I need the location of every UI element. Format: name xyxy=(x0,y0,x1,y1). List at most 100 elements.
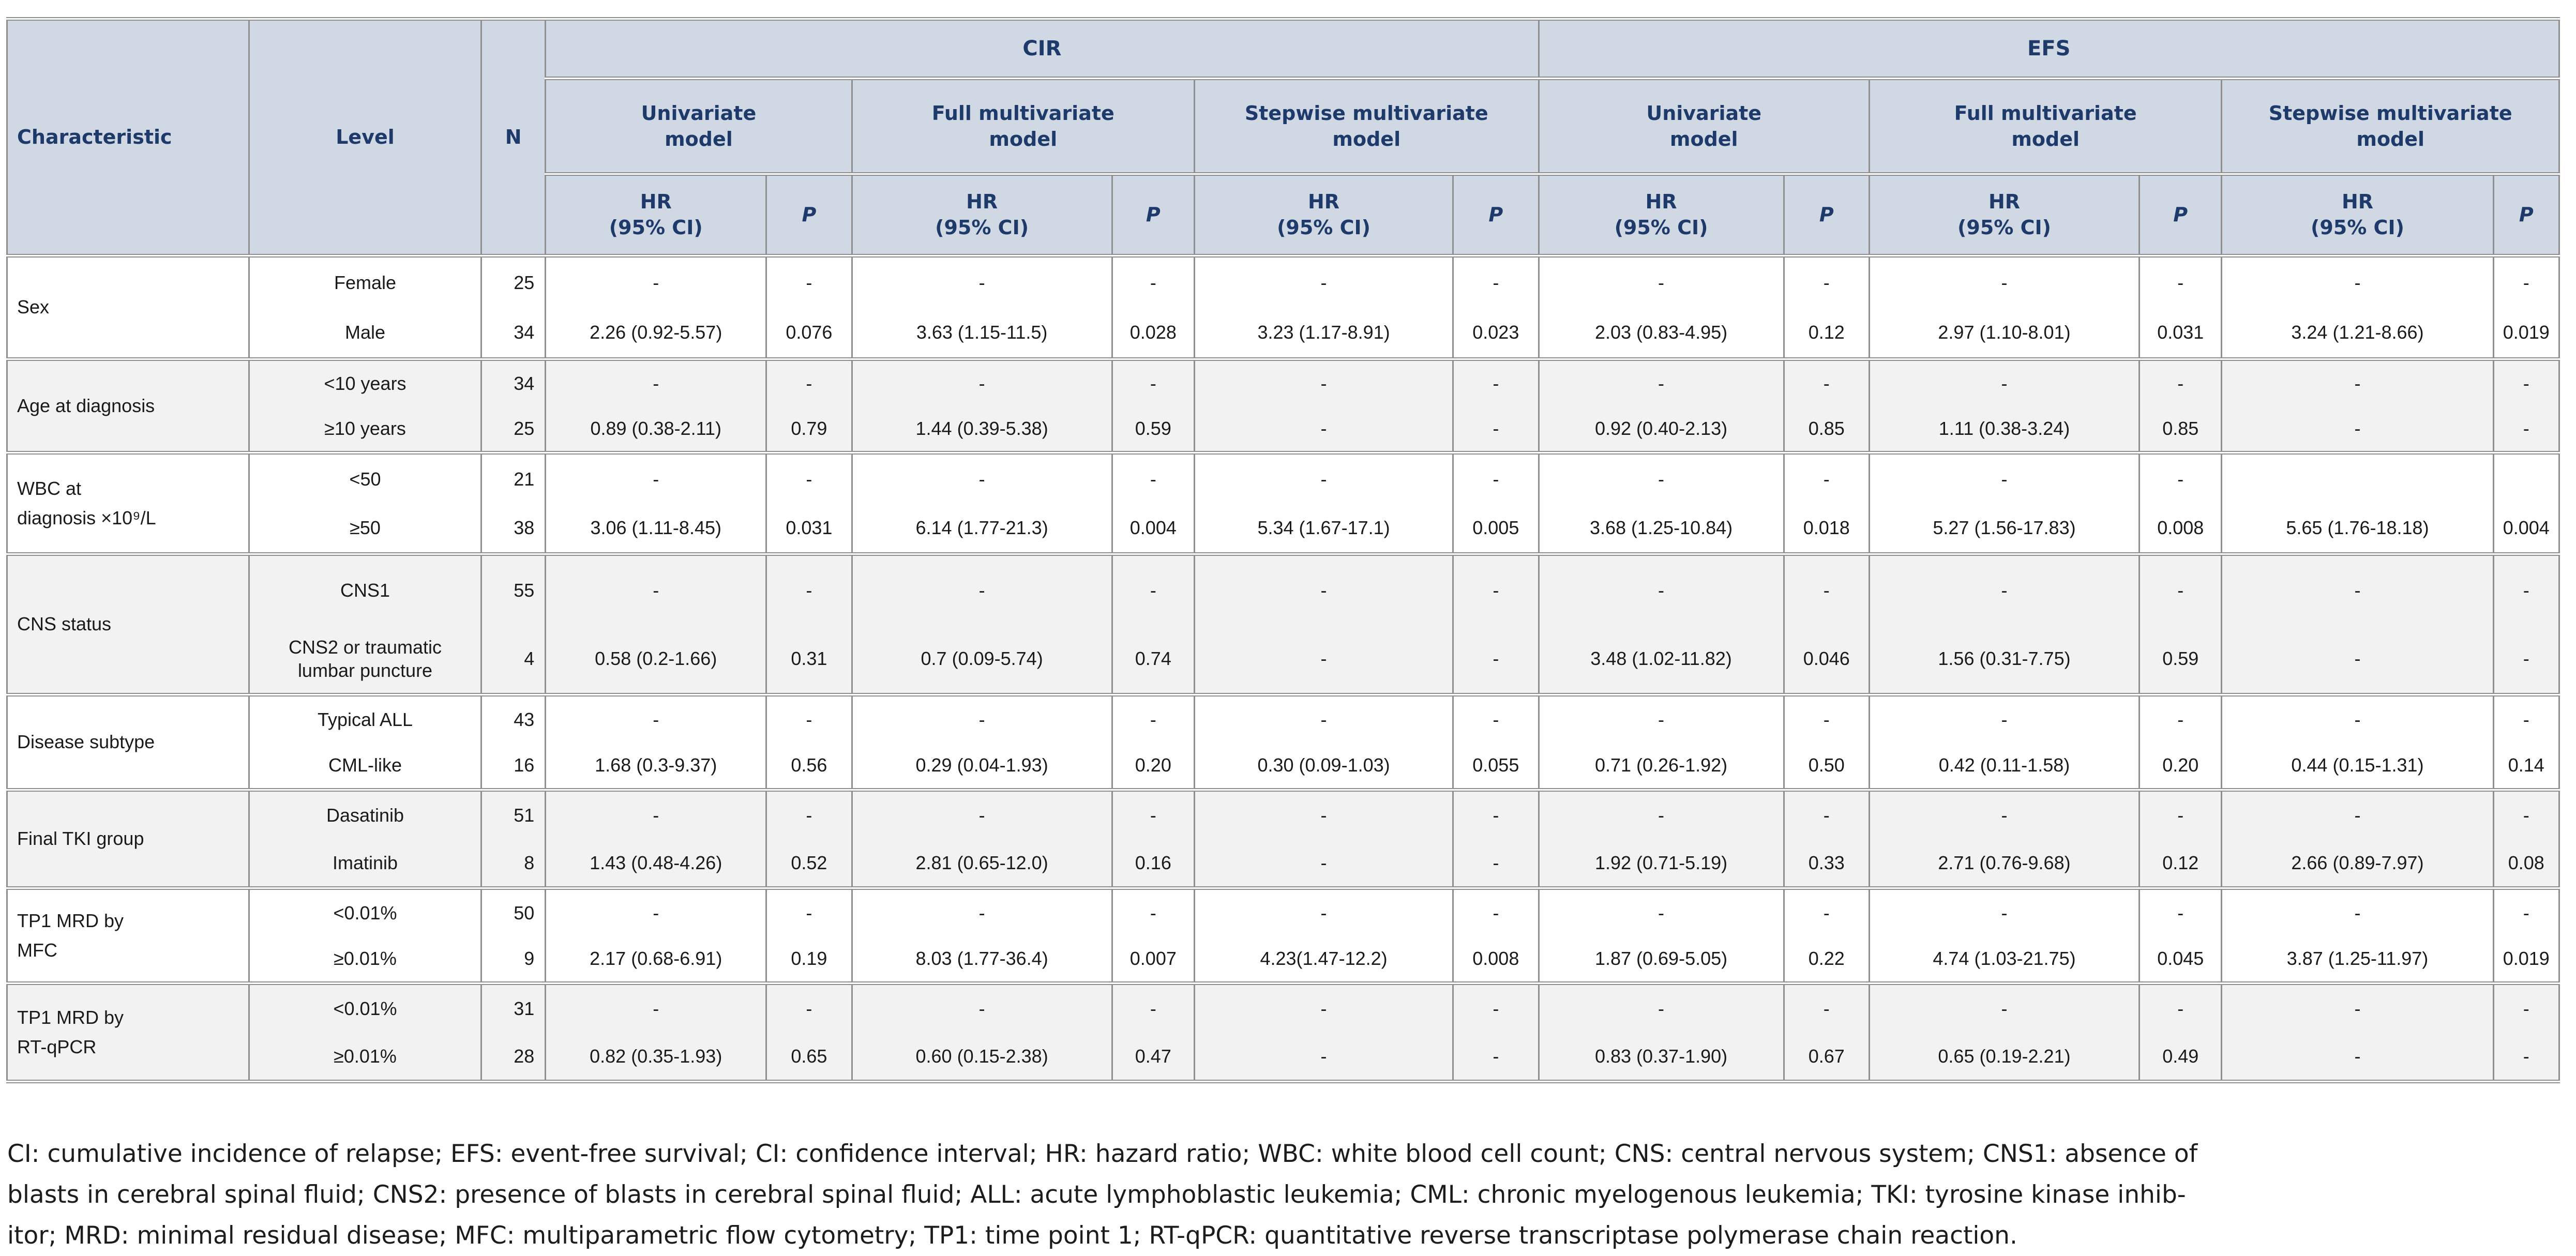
table-cell: - 2.71 (0.76-9.68) xyxy=(1868,788,2141,890)
table-cell: - 0.20 xyxy=(2138,693,2223,792)
table-cell: - 0.019 xyxy=(2492,254,2560,361)
header-hr: HR (95% CI) xyxy=(2221,172,2494,258)
table-cell: -- xyxy=(1193,788,1454,890)
table-cell: - 0.055 xyxy=(1452,693,1540,792)
n-value: 34 xyxy=(514,373,535,394)
p-value: - xyxy=(2177,468,2184,490)
table-cell: 43 16 xyxy=(480,693,547,792)
model-name: Stepwise multivariate xyxy=(1244,101,1488,125)
hr-value: 2.26 (0.92-5.57) xyxy=(590,322,722,343)
hr-value: - xyxy=(1320,271,1327,293)
characteristic-cell: Age at diagnosis xyxy=(6,357,250,455)
table-cell: - 0.29 (0.04-1.93) xyxy=(851,693,1113,792)
level-value: CNS2 or traumatic lumbar puncture xyxy=(288,636,442,681)
hr-value: 1.87 (0.69-5.05) xyxy=(1594,948,1728,970)
table-cell: - 2.97 (1.10-8.01) xyxy=(1868,254,2141,361)
table-cell: - 0.12 xyxy=(2138,788,2223,890)
characteristic-cell: TP1 MRD by MFC xyxy=(6,886,250,985)
table-cell: - 0.019 xyxy=(2492,886,2560,985)
hr-value: - xyxy=(653,373,659,394)
hr-value: 5.27 (1.56-17.83) xyxy=(1933,517,2076,539)
model-word: model xyxy=(1332,128,1401,150)
table-cell: - 0.018 xyxy=(1783,451,1870,556)
table-cell: - 2.81 (0.65-12.0) xyxy=(851,788,1113,890)
characteristic-label: TP1 MRD by xyxy=(17,910,124,931)
table-cell: - 5.34 (1.67-17.1) xyxy=(1193,451,1454,556)
table-cell: - 0.47 xyxy=(1111,981,1196,1083)
hr-value: - xyxy=(1320,648,1327,670)
n-value: 25 xyxy=(514,418,535,439)
header-model-cir-full: Full multivariate model xyxy=(851,77,1196,176)
table-cell: - 3.68 (1.25-10.84) xyxy=(1538,451,1785,556)
header-level: Level xyxy=(248,17,482,258)
characteristic-label: Sex xyxy=(17,296,50,318)
p-value: 0.79 xyxy=(791,418,827,439)
p-value: 0.31 xyxy=(791,648,827,670)
p-value: 0.018 xyxy=(1803,517,1850,539)
p-value: 0.22 xyxy=(1808,948,1845,970)
hr-value: 5.65 (1.76-18.18) xyxy=(2286,517,2429,539)
p-value: - xyxy=(2523,648,2529,670)
p-value: - xyxy=(2177,902,2184,924)
table-cell: - 3.63 (1.15-11.5) xyxy=(851,254,1113,361)
n-value: 21 xyxy=(514,468,535,490)
level-value: Dasatinib xyxy=(326,805,404,826)
hr-value: - xyxy=(2354,998,2361,1020)
hr-value: - xyxy=(1320,852,1327,873)
hr-value: - xyxy=(1320,579,1327,601)
hr-value: - xyxy=(978,271,985,293)
table-cell: -- xyxy=(1452,981,1540,1083)
footnote-line: itor; MRD: minimal residual disease; MFC… xyxy=(7,1221,2017,1250)
table-cell: - 1.44 (0.39-5.38) xyxy=(851,357,1113,455)
table-cell: - 1.68 (0.3-9.37) xyxy=(545,693,767,792)
p-value: 0.046 xyxy=(1803,648,1850,670)
p-value: - xyxy=(1493,852,1499,873)
table-cell: Typical ALL CML-like xyxy=(248,693,482,792)
level-value: ≥10 years xyxy=(324,418,406,439)
header-group-efs: EFS xyxy=(1538,17,2560,80)
hr-value: - xyxy=(2354,648,2361,670)
level-value: ≥0.01% xyxy=(334,1045,397,1067)
table-cell: - 0.58 (0.2-1.66) xyxy=(545,552,767,697)
p-value: - xyxy=(2177,998,2184,1020)
model-word: model xyxy=(1669,128,1738,150)
characteristic-label: CNS status xyxy=(17,613,112,635)
header-p: P xyxy=(2492,172,2560,258)
level-value: ≥50 xyxy=(350,517,381,539)
hr-value: 1.11 (0.38-3.24) xyxy=(1938,418,2070,439)
hr-value: 2.17 (0.68-6.91) xyxy=(590,948,722,970)
p-value: - xyxy=(806,468,812,490)
table-row: TP1 MRD by MFC <0.01% ≥0.01% 50 9 - 2.17 (0.68-… xyxy=(6,886,2560,985)
level-value: CML-like xyxy=(328,754,402,776)
table-cell: - 0.89 (0.38-2.11) xyxy=(545,357,767,455)
table-cell: - 4.23(1.47-12.2) xyxy=(1193,886,1454,985)
table-cell: - 0.59 xyxy=(1111,357,1196,455)
table-cell: - 6.14 (1.77-21.3) xyxy=(851,451,1113,556)
table-cell: - 0.004 xyxy=(1111,451,1196,556)
p-value: 0.16 xyxy=(1135,852,1171,873)
header-p: P xyxy=(765,172,853,258)
table-cell: - 1.11 (0.38-3.24) xyxy=(1868,357,2141,455)
hr-value: - xyxy=(653,271,659,293)
table-cell: - 0.82 (0.35-1.93) xyxy=(545,981,767,1083)
table-cell: - 0.023 xyxy=(1452,254,1540,361)
p-value: 0.59 xyxy=(2162,648,2199,670)
p-value: - xyxy=(1150,271,1156,293)
hr-value: 3.63 (1.15-11.5) xyxy=(916,322,1048,343)
ci-label: (95% CI) xyxy=(935,216,1029,239)
hr-value: - xyxy=(2354,579,2361,601)
p-value: - xyxy=(1493,998,1499,1020)
table-cell: - 0.85 xyxy=(2138,357,2223,455)
p-value: - xyxy=(1150,805,1156,826)
table-cell: - 3.48 (1.02-11.82) xyxy=(1538,552,1785,697)
hr-value: - xyxy=(2354,271,2361,293)
table-cell: -- xyxy=(1193,552,1454,697)
header-hr: HR (95% CI) xyxy=(1538,172,1785,258)
hr-value: - xyxy=(2001,805,2008,826)
p-value: 0.59 xyxy=(1135,418,1171,439)
p-value xyxy=(2495,457,2557,504)
table-cell: - 0.076 xyxy=(765,254,853,361)
level-value: Typical ALL xyxy=(317,708,413,730)
header-hr-p-row: HR (95% CI) P HR (95% CI) P HR (95% CI) P HR (95% … xyxy=(7,172,2560,258)
p-value: - xyxy=(1493,579,1499,601)
